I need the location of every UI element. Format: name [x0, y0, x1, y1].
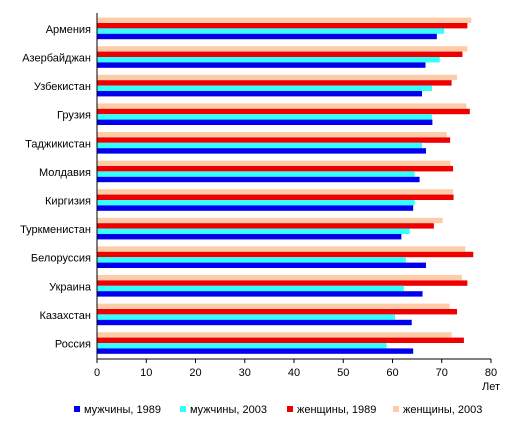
- bar-1-12: [97, 348, 414, 354]
- bar-4-5: [97, 132, 447, 138]
- legend-swatch: [180, 406, 186, 412]
- bar-3-9: [97, 251, 474, 258]
- bar-4-12: [97, 332, 452, 338]
- bar-2-3: [97, 85, 432, 91]
- x-tick-label: 30: [239, 367, 251, 379]
- bar-2-5: [97, 142, 423, 149]
- bar-1-10: [97, 291, 423, 297]
- bar-3-7: [97, 194, 454, 200]
- bar-1-9: [97, 262, 426, 268]
- legend: мужчины, 1989 мужчины, 2003 женщины, 1989 ж…: [74, 404, 482, 416]
- x-tick-labels: 0 10 20 30 40 50 60 70 80: [94, 359, 497, 379]
- bar-3-8: [97, 223, 434, 229]
- x-tick-label: 10: [140, 367, 152, 379]
- category-label: Азербайджан: [22, 53, 91, 65]
- bar-2-9: [97, 257, 406, 263]
- legend-label: мужчины, 2003: [190, 404, 267, 416]
- bar-2-8: [97, 228, 410, 234]
- category-label: Грузия: [57, 110, 91, 122]
- bar-2-12: [97, 343, 387, 349]
- x-axis-unit-label: Лет: [482, 381, 500, 393]
- bar-2-11: [97, 314, 395, 320]
- bar-3-2: [97, 51, 463, 57]
- category-label: Молдавия: [39, 167, 91, 179]
- bar-4-3: [97, 74, 458, 81]
- bar-2-6: [97, 171, 415, 177]
- bar-2-4: [97, 114, 432, 120]
- category-label: Таджикистан: [25, 138, 91, 150]
- bar-1-5: [97, 148, 426, 154]
- x-tick-label: 60: [386, 367, 398, 379]
- bars: [97, 17, 474, 354]
- category-label: Украина: [49, 281, 92, 293]
- bar-1-3: [97, 91, 423, 97]
- bar-1-11: [97, 319, 412, 326]
- bar-1-7: [97, 205, 414, 211]
- category-label: Армения: [46, 24, 91, 36]
- bar-1-1: [97, 33, 437, 40]
- bar-3-10: [97, 280, 468, 286]
- x-tick-label: 50: [337, 367, 349, 379]
- category-label: Казахстан: [39, 310, 91, 322]
- x-tick-label: 0: [94, 367, 100, 379]
- legend-swatch: [74, 406, 80, 412]
- x-tick-label: 20: [189, 367, 201, 379]
- bar-4-4: [97, 103, 467, 109]
- bar-4-7: [97, 189, 454, 195]
- legend-swatch: [287, 406, 293, 412]
- legend-label: женщины, 1989: [297, 404, 376, 416]
- bar-3-6: [97, 166, 454, 172]
- bar-2-2: [97, 57, 440, 63]
- bar-2-1: [97, 28, 445, 34]
- bar-3-3: [97, 80, 452, 86]
- bar-2-10: [97, 285, 404, 292]
- bar-4-9: [97, 246, 466, 252]
- bar-1-2: [97, 62, 426, 68]
- x-tick-label: 40: [288, 367, 300, 379]
- bar-3-12: [97, 337, 464, 343]
- bar-1-6: [97, 176, 420, 183]
- bar-4-10: [97, 275, 462, 281]
- category-label: Туркменистан: [20, 224, 91, 236]
- category-label: Россия: [55, 339, 91, 351]
- x-tick-label: 70: [436, 367, 448, 379]
- bar-3-1: [97, 23, 468, 29]
- x-tick-label: 80: [485, 367, 497, 379]
- bar-4-2: [97, 46, 468, 52]
- bar-3-5: [97, 137, 451, 143]
- bar-1-4: [97, 119, 433, 125]
- bar-2-7: [97, 200, 415, 206]
- legend-label: мужчины, 1989: [84, 404, 161, 416]
- bar-4-11: [97, 303, 450, 309]
- category-label: Киргизия: [45, 196, 91, 208]
- category-labels: Армения Азербайджан Узбекистан Грузия Таджик…: [20, 24, 92, 351]
- bar-4-8: [97, 217, 443, 224]
- category-label: Белоруссия: [31, 253, 91, 265]
- bar-1-8: [97, 234, 402, 240]
- bar-3-11: [97, 309, 458, 315]
- legend-label: женщины, 2003: [403, 404, 482, 416]
- bar-4-1: [97, 17, 472, 23]
- bar-4-6: [97, 160, 451, 166]
- bar-3-4: [97, 108, 470, 115]
- legend-swatch: [393, 406, 399, 412]
- category-label: Узбекистан: [34, 81, 91, 93]
